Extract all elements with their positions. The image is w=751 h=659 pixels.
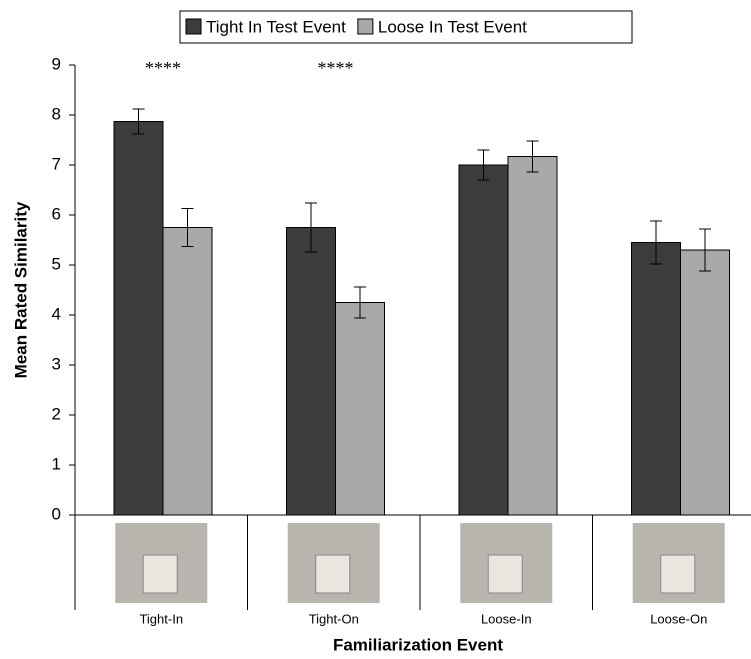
bar <box>336 303 385 516</box>
annotation: **** <box>318 58 354 78</box>
bar <box>287 228 336 516</box>
bar <box>632 243 681 516</box>
y-tick-label: 2 <box>52 404 61 423</box>
y-axis-title: Mean Rated Similarity <box>11 201 30 378</box>
y-tick-label: 0 <box>52 504 61 523</box>
y-tick-label: 3 <box>52 354 61 373</box>
y-tick-label: 9 <box>52 54 61 73</box>
bar <box>681 250 730 515</box>
y-tick-label: 7 <box>52 154 61 173</box>
legend-swatch <box>186 19 201 34</box>
bar <box>508 157 557 516</box>
y-tick-label: 8 <box>52 104 61 123</box>
legend-swatch <box>358 19 373 34</box>
thumbnail-cup <box>661 555 695 593</box>
thumbnail-cup <box>316 555 350 593</box>
bar <box>114 122 163 516</box>
x-tick-label: Tight-In <box>139 611 183 626</box>
legend-label: Tight In Test Event <box>206 17 346 36</box>
bar <box>459 165 508 515</box>
annotation: **** <box>145 58 181 78</box>
y-tick-label: 4 <box>52 304 61 323</box>
thumbnail-cup <box>143 555 177 593</box>
thumbnail-cup <box>488 555 522 593</box>
bar <box>163 228 212 516</box>
x-tick-label: Tight-On <box>309 611 359 626</box>
x-axis-title: Familiarization Event <box>333 635 503 654</box>
y-tick-label: 1 <box>52 454 61 473</box>
y-tick-label: 5 <box>52 254 61 273</box>
x-tick-label: Loose-In <box>481 611 532 626</box>
legend-label: Loose In Test Event <box>378 17 527 36</box>
x-tick-label: Loose-On <box>650 611 707 626</box>
y-tick-label: 6 <box>52 204 61 223</box>
chart: Mean Rated Similarity Familiarization Ev… <box>0 0 751 659</box>
